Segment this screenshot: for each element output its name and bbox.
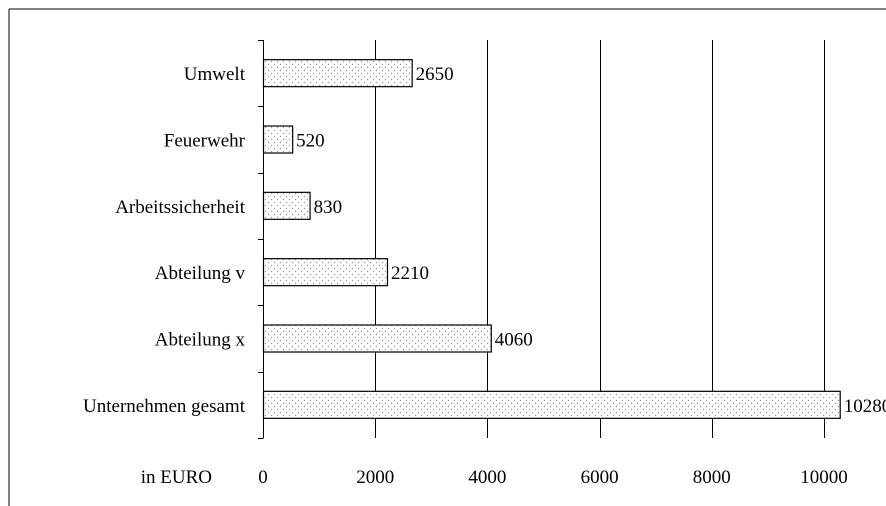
x-tick-label: 4000 [468,467,506,488]
x-tick-label: 0 [258,467,268,488]
bar [262,324,492,353]
data-label: 520 [296,131,325,152]
category-label: Arbeitssicherheit [115,197,246,218]
category-label: Feuerwehr [164,131,246,152]
x-axis-label: in EURO [141,467,212,488]
category-axis [258,40,264,439]
bar [262,125,294,154]
bar [262,191,311,220]
x-tick-label: 2000 [356,467,394,488]
x-tick-label: 8000 [693,467,731,488]
x-tick-label: 6000 [581,467,619,488]
category-labels: Umwelt Feuerwehr Arbeitssicherheit Abteilun… [83,64,246,417]
gridlines [375,40,825,438]
category-label: Abteilung v [155,263,246,284]
data-label: 4060 [495,330,533,351]
category-label: Abteilung x [155,330,246,351]
category-label: Unternehmen gesamt [83,396,246,417]
data-label: 2210 [391,263,429,284]
data-label: 830 [314,197,343,218]
x-tick-label: 10000 [800,467,848,488]
bar [262,59,413,88]
data-label: 2650 [416,64,454,85]
category-label: Umwelt [184,64,246,85]
x-tick-labels: 0 2000 4000 6000 8000 10000 [258,467,848,488]
bar [262,258,389,287]
bars [262,59,841,419]
bar [262,390,841,419]
